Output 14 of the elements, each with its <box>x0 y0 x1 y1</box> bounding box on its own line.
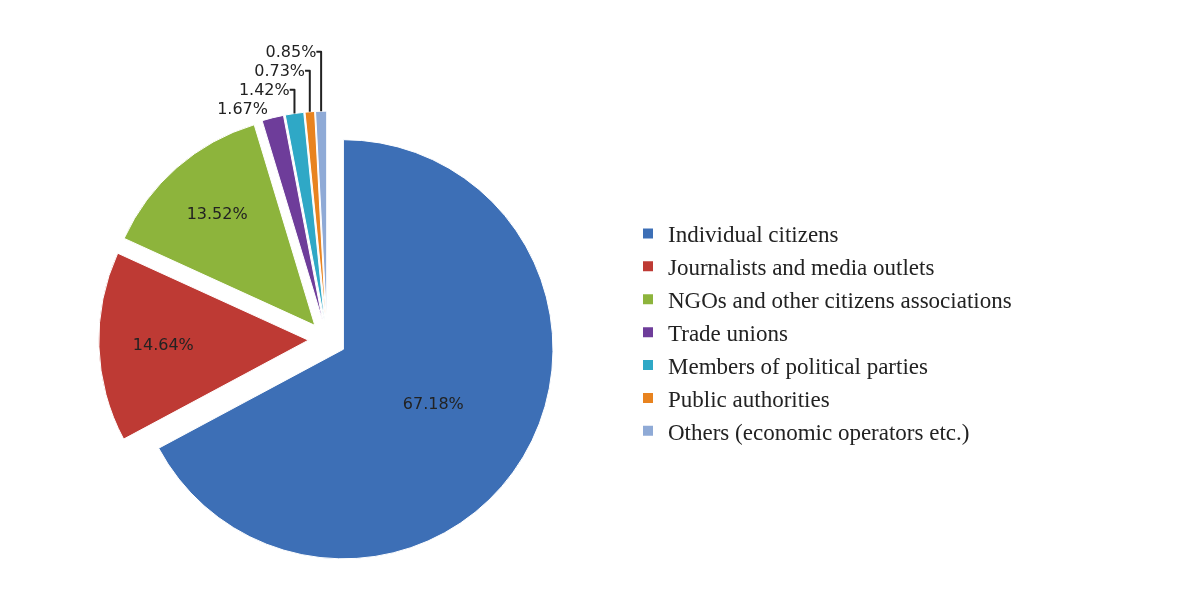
data-label: 0.85% <box>265 42 317 62</box>
legend-label: Members of political parties <box>668 354 928 380</box>
legend-label: Individual citizens <box>668 222 839 248</box>
legend-label: Trade unions <box>668 321 788 347</box>
data-label: 1.67% <box>217 99 268 119</box>
data-label: 1.42% <box>238 80 290 100</box>
data-label: 14.64% <box>132 335 194 355</box>
data-label: 13.52% <box>186 204 248 224</box>
data-label: 67.18% <box>402 393 464 413</box>
legend-label: NGOs and other citizens associations <box>668 288 1012 314</box>
legend-label: Others (economic operators etc.) <box>668 419 970 445</box>
legend-label: Journalists and media outlets <box>668 255 935 281</box>
legend-label: Public authorities <box>668 386 830 412</box>
data-label: 0.73% <box>254 61 306 81</box>
